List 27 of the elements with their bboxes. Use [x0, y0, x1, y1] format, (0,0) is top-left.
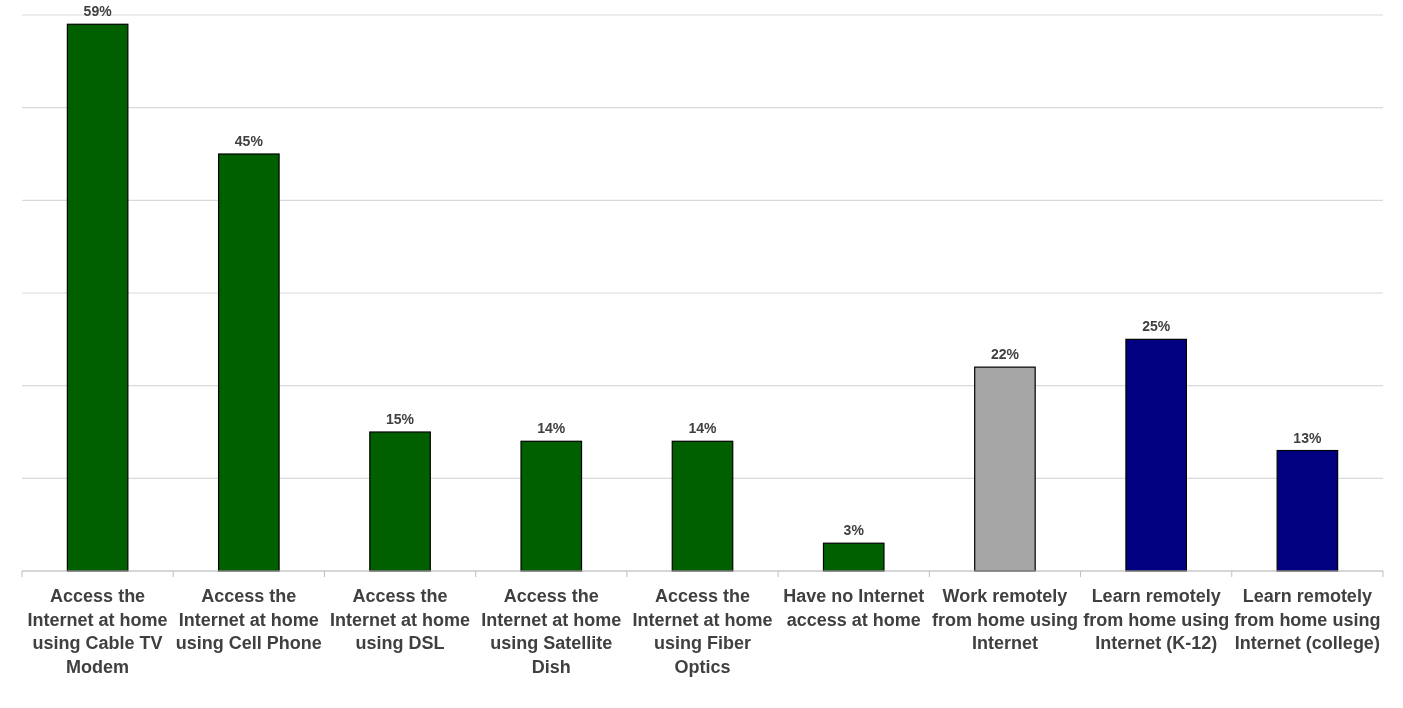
data-label: 13% [1293, 429, 1322, 446]
bar [974, 366, 1036, 572]
bar [1276, 449, 1339, 572]
data-label: 22% [990, 346, 1020, 363]
data-label: 25% [1142, 318, 1171, 335]
bar [217, 153, 280, 572]
x-tick-label: Access the Internet at home using Cable TV Modem [27, 586, 168, 677]
data-label: 45% [234, 133, 264, 149]
x-tick-label: Learn remotely from home using Internet (college) [1234, 586, 1381, 653]
bar [1125, 338, 1188, 572]
x-tick-label: Access the Internet at home using Fiber Optics [632, 586, 773, 677]
data-label: 15% [386, 411, 415, 427]
bar [822, 542, 885, 572]
data-label: 59% [83, 3, 113, 20]
x-tick-label: Access the Internet at home using Cell Phone [175, 586, 322, 653]
bar [66, 23, 129, 572]
bar [520, 440, 583, 572]
x-tick-label: Access the Internet at home using DSL [330, 586, 471, 653]
x-tick-label: Access the Internet at home using Satellite Dish [481, 586, 622, 677]
data-label: 14% [537, 420, 566, 437]
x-tick-label: Work remotely from home using Internet [931, 586, 1078, 653]
data-label: 14% [688, 420, 718, 437]
bar [671, 440, 734, 572]
data-label: 3% [843, 522, 865, 539]
x-tick-label: Have no Internet access at home [783, 586, 925, 630]
x-tick-label: Learn remotely from home using Internet (K-12) [1083, 586, 1230, 653]
bar [369, 431, 431, 572]
